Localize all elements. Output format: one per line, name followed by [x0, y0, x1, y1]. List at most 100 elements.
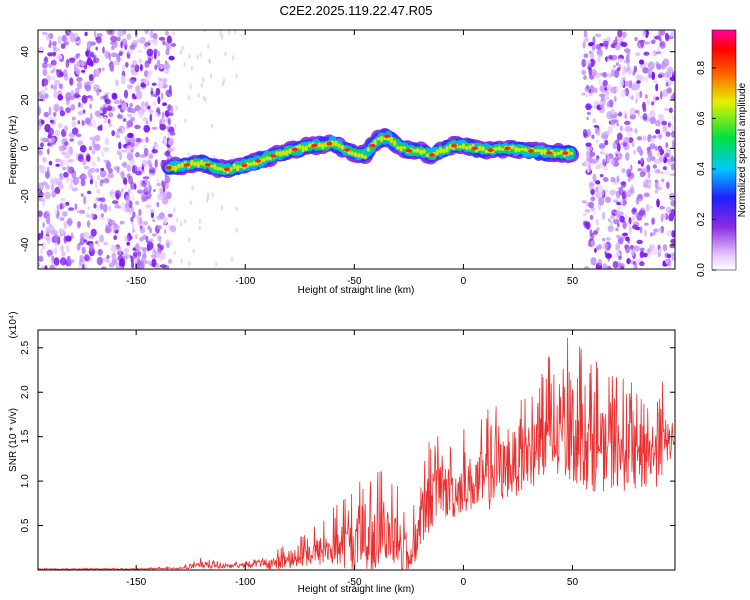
- noise-speckle: [78, 242, 84, 246]
- noise-speckle: [595, 157, 600, 163]
- noise-speckle: [68, 183, 74, 190]
- x-tick-label: 0: [461, 577, 467, 588]
- noise-speckle: [234, 30, 237, 34]
- noise-speckle: [164, 110, 170, 118]
- ridge-cell: [412, 148, 416, 153]
- ridge-cell: [317, 142, 322, 148]
- noise-speckle: [626, 188, 630, 197]
- noise-speckle: [221, 81, 224, 87]
- noise-speckle: [95, 168, 100, 173]
- noise-speckle: [142, 159, 148, 168]
- noise-speckle: [616, 67, 621, 72]
- noise-speckle: [126, 241, 130, 246]
- noise-speckle: [610, 86, 616, 94]
- noise-speckle: [117, 30, 124, 37]
- noise-speckle: [199, 52, 203, 58]
- ridge-cell: [216, 166, 220, 171]
- noise-speckle: [610, 109, 615, 113]
- ridge-peak: [326, 142, 333, 146]
- noise-speckle: [118, 257, 126, 267]
- noise-speckle: [219, 30, 222, 36]
- noise-speckle: [63, 171, 69, 178]
- noise-speckle: [151, 82, 157, 86]
- ridge-peak: [546, 151, 553, 155]
- noise-speckle: [656, 198, 660, 208]
- noise-speckle: [122, 118, 127, 122]
- noise-speckle: [602, 237, 605, 242]
- noise-speckle: [102, 46, 105, 54]
- ridge-cell: [235, 164, 240, 172]
- noise-speckle: [41, 78, 49, 87]
- ridge-peak: [471, 146, 478, 151]
- noise-speckle: [209, 73, 213, 79]
- noise-speckle: [645, 76, 649, 83]
- noise-speckle: [659, 40, 666, 50]
- noise-speckle: [165, 239, 171, 248]
- noise-speckle: [658, 114, 664, 118]
- noise-speckle: [49, 76, 57, 81]
- noise-speckle: [649, 109, 656, 119]
- noise-speckle: [55, 163, 60, 167]
- noise-speckle: [101, 67, 105, 72]
- ridge-peak: [405, 148, 412, 153]
- noise-speckle: [668, 150, 672, 154]
- noise-speckle: [662, 58, 670, 67]
- ridge-cell: [514, 146, 518, 153]
- noise-speckle: [157, 77, 163, 82]
- noise-speckle: [659, 205, 665, 210]
- noise-speckle: [599, 174, 604, 178]
- noise-speckle: [198, 218, 201, 224]
- noise-speckle: [594, 105, 597, 109]
- ridge-cell: [523, 147, 528, 152]
- noise-speckle: [604, 139, 609, 146]
- noise-speckle: [652, 39, 656, 44]
- noise-speckle: [591, 134, 595, 139]
- noise-speckle: [210, 123, 213, 129]
- noise-speckle: [93, 84, 100, 92]
- noise-speckle: [162, 102, 167, 106]
- noise-speckle: [223, 78, 226, 84]
- noise-speckle: [112, 259, 116, 265]
- noise-speckle: [92, 120, 97, 129]
- ridge-peak: [344, 148, 350, 152]
- noise-speckle: [595, 180, 601, 185]
- noise-speckle: [126, 48, 133, 55]
- noise-speckle: [163, 78, 166, 86]
- noise-speckle: [619, 186, 624, 192]
- noise-speckle: [231, 55, 235, 61]
- noise-speckle: [617, 35, 623, 43]
- noise-speckle: [85, 213, 90, 218]
- noise-speckle: [47, 148, 50, 155]
- ridge-cell: [540, 148, 544, 155]
- noise-speckle: [40, 230, 44, 239]
- noise-speckle: [622, 67, 627, 77]
- noise-speckle: [624, 80, 630, 87]
- noise-speckle: [235, 228, 238, 233]
- noise-speckle: [93, 143, 101, 151]
- noise-speckle: [88, 74, 94, 81]
- noise-speckle: [105, 161, 111, 170]
- noise-speckle: [586, 166, 590, 174]
- noise-speckle: [80, 179, 86, 187]
- noise-speckle: [652, 164, 658, 169]
- noise-speckle: [119, 220, 125, 225]
- noise-speckle: [155, 144, 159, 148]
- noise-speckle: [65, 150, 71, 157]
- noise-speckle: [634, 36, 638, 42]
- noise-speckle: [71, 116, 76, 121]
- noise-speckle: [159, 244, 165, 251]
- noise-speckle: [235, 206, 238, 212]
- noise-speckle: [595, 44, 601, 49]
- noise-speckle: [117, 114, 123, 120]
- noise-speckle: [644, 229, 647, 237]
- noise-speckle: [652, 135, 657, 139]
- noise-speckle: [586, 150, 590, 160]
- noise-speckle: [91, 212, 94, 219]
- noise-speckle: [122, 64, 126, 73]
- noise-speckle: [93, 30, 97, 38]
- ridge-cell: [177, 163, 181, 169]
- noise-speckle: [108, 168, 113, 174]
- noise-speckle: [600, 72, 604, 77]
- noise-speckle: [643, 51, 650, 56]
